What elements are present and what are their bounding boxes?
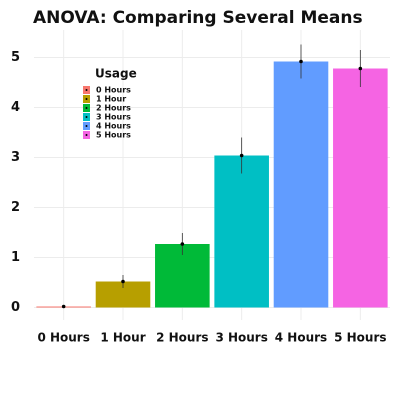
legend-dot [85, 125, 88, 127]
y-tick-label: 5 [11, 50, 20, 65]
legend-label: 5 Hours [96, 131, 131, 140]
legend-label: 0 Hours [96, 86, 131, 95]
y-tick-label: 4 [11, 100, 20, 115]
legend-title: Usage [95, 67, 137, 81]
mean-point [358, 66, 363, 71]
mean-point [180, 242, 185, 246]
x-tick-label: 5 Hours [334, 331, 386, 345]
x-tick-label: 3 Hours [215, 331, 267, 345]
x-tick-label: 1 Hour [100, 331, 145, 345]
bar [333, 68, 388, 308]
mean-point [121, 279, 125, 284]
mean-point [239, 153, 244, 158]
y-tick-label: 3 [11, 150, 20, 165]
x-tick-label: 4 Hours [275, 331, 327, 345]
legend-dot [85, 89, 88, 91]
legend-label: 4 Hours [96, 122, 131, 131]
legend-label: 3 Hours [96, 113, 131, 122]
legend-dot [85, 98, 88, 100]
bar [214, 155, 269, 308]
mean-point [61, 304, 66, 309]
bar [273, 61, 329, 308]
legend-dot [85, 116, 88, 118]
x-tick-label: 2 Hours [156, 331, 208, 345]
y-tick-label: 2 [11, 200, 20, 215]
x-tick-label: 0 Hours [37, 331, 89, 345]
legend-label: 1 Hour [96, 95, 126, 104]
chart-title: ANOVA: Comparing Several Means [33, 8, 363, 28]
legend-dot [85, 134, 88, 136]
y-tick-label: 0 [11, 300, 20, 315]
legend-dot [85, 107, 88, 109]
mean-point [299, 59, 303, 64]
legend-label: 2 Hours [96, 104, 131, 113]
y-tick-label: 1 [11, 250, 20, 265]
